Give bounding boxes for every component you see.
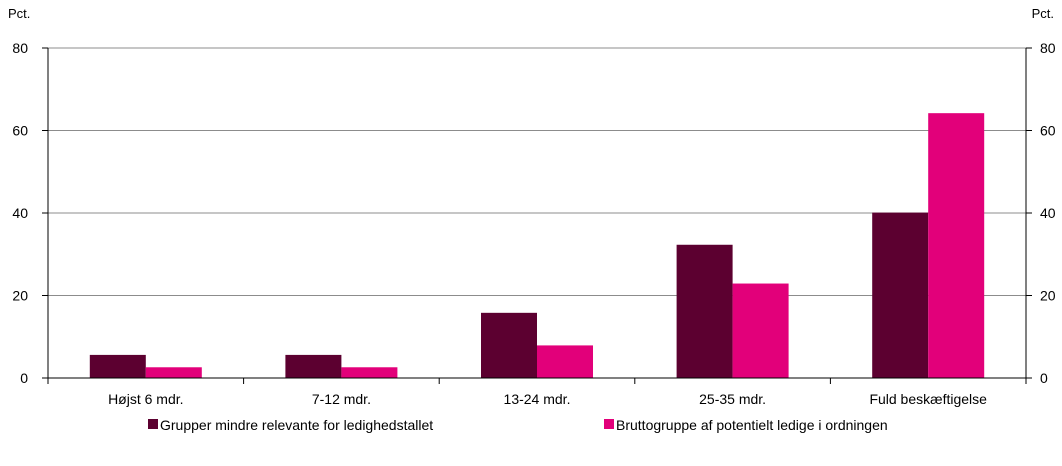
bars [89, 113, 985, 379]
bar-series-1 [89, 354, 146, 378]
y-tick-label-left: 40 [12, 205, 28, 221]
grid-lines [48, 47, 1026, 296]
axes [42, 47, 1032, 384]
legend-swatch [148, 419, 158, 429]
y-tick-label-left: 60 [12, 123, 28, 139]
bar-series-2 [537, 345, 593, 378]
bar-series-2 [145, 367, 202, 378]
y-unit-label-left: Pct. [8, 6, 30, 21]
legend-swatch [604, 419, 614, 429]
bar-series-1 [285, 354, 342, 378]
legend: Grupper mindre relevante for ledighedsta… [148, 417, 888, 433]
x-tick-label: 25-35 mdr. [699, 391, 766, 407]
y-tick-label-right: 0 [1040, 370, 1048, 386]
y-tick-label-right: 80 [1040, 40, 1056, 56]
y-tick-label-right: 60 [1040, 123, 1056, 139]
x-tick-label: Højst 6 mdr. [108, 391, 183, 407]
bar-series-1 [676, 244, 733, 378]
bar-series-2 [341, 367, 398, 378]
axis-labels: 0 0 20 20 40 40 60 60 80 80 Højst 6 mdr. 7-12 mdr. 1… [12, 40, 1055, 407]
y-tick-label-left: 20 [12, 288, 28, 304]
bar-series-2 [732, 283, 789, 378]
y-unit-label-right: Pct. [1032, 6, 1054, 21]
bar-series-1 [872, 212, 929, 378]
y-tick-label-left: 0 [20, 370, 28, 386]
x-tick-label: Fuld beskæftigelse [869, 391, 987, 407]
bar-series-1 [481, 312, 537, 378]
y-tick-label-right: 40 [1040, 205, 1056, 221]
x-tick-label: 7-12 mdr. [312, 391, 371, 407]
legend-label: Grupper mindre relevante for ledighedsta… [160, 417, 433, 433]
bar-series-2 [928, 113, 985, 379]
y-tick-label-right: 20 [1040, 288, 1056, 304]
x-tick-label: 13-24 mdr. [504, 391, 571, 407]
y-tick-label-left: 80 [12, 40, 28, 56]
legend-label: Bruttogruppe af potentielt ledige i ordn… [616, 417, 888, 433]
